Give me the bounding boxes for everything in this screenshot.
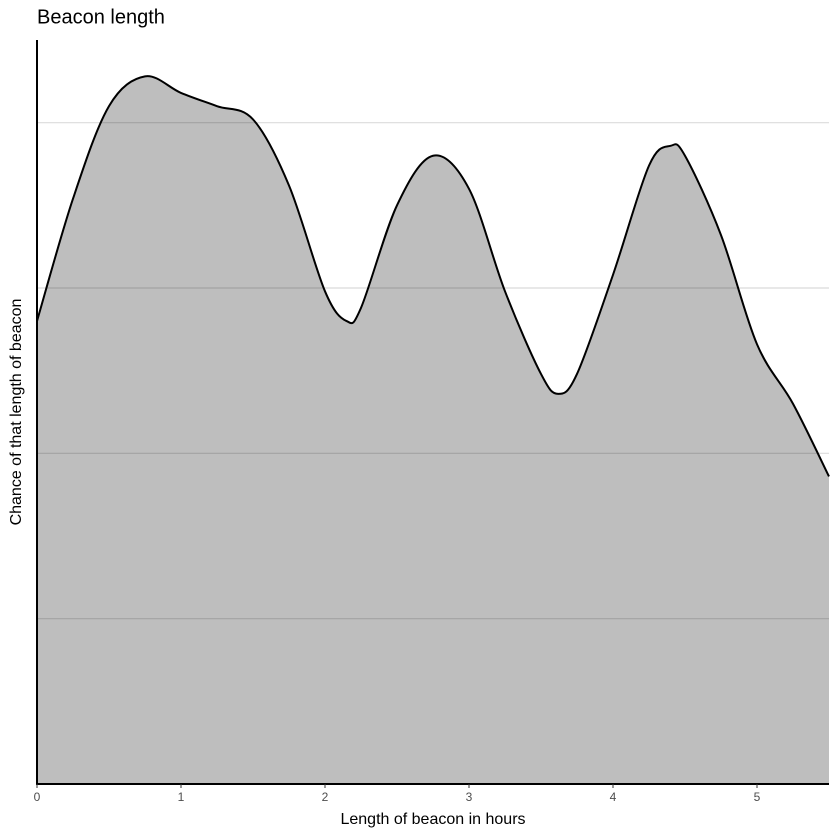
density-line xyxy=(36,75,830,477)
x-tick-label: 4 xyxy=(610,790,617,804)
x-tick-label: 1 xyxy=(178,790,185,804)
chart-title: Beacon length xyxy=(37,6,165,28)
x-axis-title: Length of beacon in hours xyxy=(340,811,525,828)
x-tick-label: 5 xyxy=(754,790,761,804)
density-area xyxy=(37,76,829,785)
y-axis-title: Chance of that length of beacon xyxy=(8,299,25,526)
x-tick-label: 3 xyxy=(466,790,473,804)
x-tick-label: 0 xyxy=(34,790,41,804)
x-tick-label: 2 xyxy=(322,790,329,804)
